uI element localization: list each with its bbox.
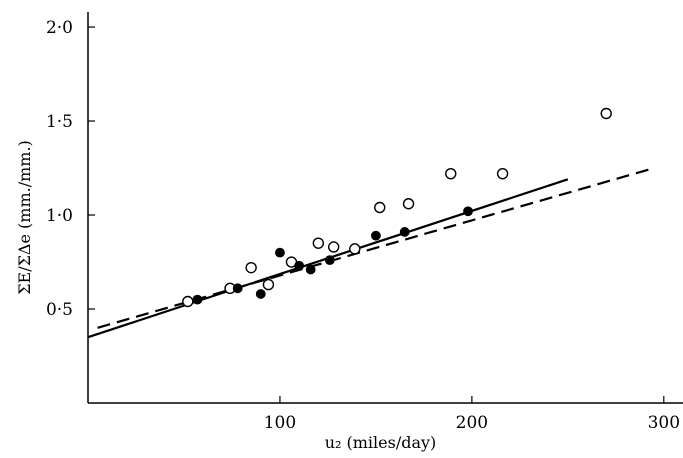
open-data-point xyxy=(374,201,386,214)
filled-data-point xyxy=(463,206,473,217)
open-data-point xyxy=(262,278,275,291)
open-data-point xyxy=(245,261,257,274)
x-axis-label: u₂ (miles/day) xyxy=(325,433,437,452)
y-tick-label: 0·5 xyxy=(46,300,73,320)
filled-data-point xyxy=(275,247,285,258)
dashed-fit-line xyxy=(97,166,655,329)
y-tick-label: 2·0 xyxy=(46,18,73,38)
x-tick-label: 200 xyxy=(456,413,488,433)
open-data-point xyxy=(600,107,612,120)
open-data-point xyxy=(445,167,457,180)
filled-data-point xyxy=(399,227,410,237)
y-axis-label: ΣE/ΣΔe (mm./mm.) xyxy=(15,140,34,295)
x-tick-label: 100 xyxy=(264,413,296,433)
filled-data-point xyxy=(255,289,266,299)
open-data-point xyxy=(496,167,509,180)
filled-data-point xyxy=(192,294,203,305)
filled-data-point xyxy=(232,283,243,294)
x-tick-label: 300 xyxy=(648,413,680,433)
filled-data-point xyxy=(305,264,316,275)
fit-lines xyxy=(87,166,655,339)
open-data-point xyxy=(402,198,415,210)
axes: 100 200 300 0·5 1·0 1·5 2·0 xyxy=(46,12,683,433)
open-data-point xyxy=(349,243,361,255)
open-data-point xyxy=(312,237,325,249)
y-tick-label: 1·5 xyxy=(46,112,73,132)
data-points xyxy=(182,107,612,308)
y-tick-label: 1·0 xyxy=(46,206,73,226)
open-data-point xyxy=(182,295,194,308)
filled-data-point xyxy=(294,260,305,271)
open-data-point xyxy=(327,241,340,253)
filled-data-point xyxy=(371,230,381,241)
filled-data-point xyxy=(324,255,335,266)
